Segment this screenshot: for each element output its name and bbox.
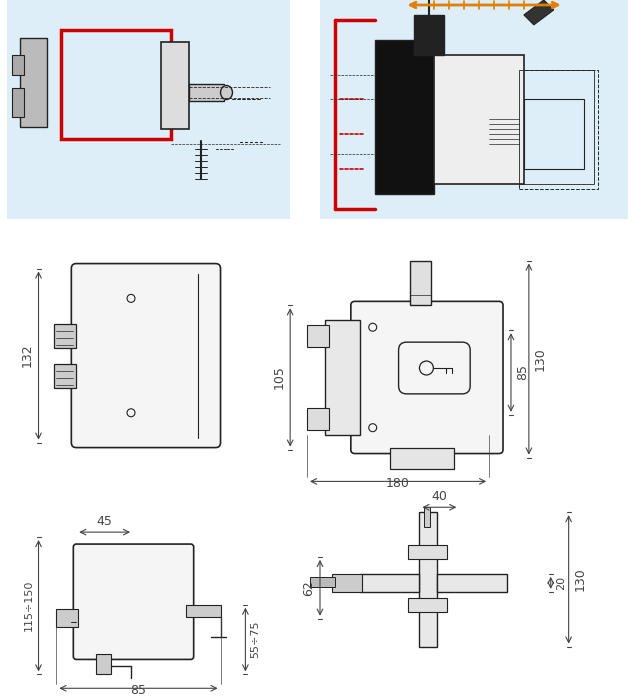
Bar: [96, 654, 111, 674]
Bar: [435, 55, 524, 184]
Bar: [360, 574, 419, 592]
Text: 105: 105: [272, 365, 285, 389]
FancyBboxPatch shape: [73, 544, 194, 659]
Text: 115÷150: 115÷150: [24, 580, 33, 631]
Bar: [410, 260, 431, 305]
Bar: [61, 30, 171, 139]
Text: 180: 180: [386, 477, 410, 491]
Bar: [424, 508, 431, 527]
Bar: [189, 83, 224, 102]
Bar: [54, 324, 76, 348]
FancyBboxPatch shape: [72, 264, 220, 447]
Text: 20: 20: [556, 576, 566, 590]
Bar: [54, 364, 76, 388]
Ellipse shape: [220, 85, 233, 99]
Bar: [408, 545, 447, 559]
Bar: [519, 69, 594, 184]
Text: 130: 130: [534, 347, 547, 371]
Text: 85: 85: [130, 685, 146, 697]
Bar: [310, 577, 335, 587]
Bar: [307, 408, 329, 430]
Text: 130: 130: [574, 568, 587, 592]
Text: 45: 45: [96, 515, 112, 528]
Text: 132: 132: [20, 344, 33, 368]
Bar: [161, 42, 189, 130]
FancyBboxPatch shape: [351, 302, 503, 454]
Text: 62: 62: [302, 580, 315, 596]
Bar: [524, 99, 583, 169]
Bar: [20, 38, 47, 127]
Bar: [320, 0, 628, 219]
Bar: [186, 605, 220, 617]
Bar: [408, 598, 447, 612]
Bar: [56, 609, 79, 626]
Bar: [6, 0, 290, 219]
Bar: [374, 40, 435, 194]
Bar: [519, 69, 599, 189]
Bar: [332, 574, 362, 592]
Bar: [12, 55, 24, 75]
Bar: [390, 447, 454, 470]
Bar: [12, 88, 24, 118]
Bar: [437, 574, 507, 592]
Polygon shape: [524, 0, 554, 25]
Bar: [419, 512, 437, 647]
Text: 85: 85: [516, 365, 529, 381]
Bar: [325, 321, 360, 435]
Bar: [307, 326, 329, 347]
Text: 40: 40: [431, 490, 447, 503]
Text: 55÷75: 55÷75: [250, 621, 260, 658]
Bar: [415, 15, 444, 55]
